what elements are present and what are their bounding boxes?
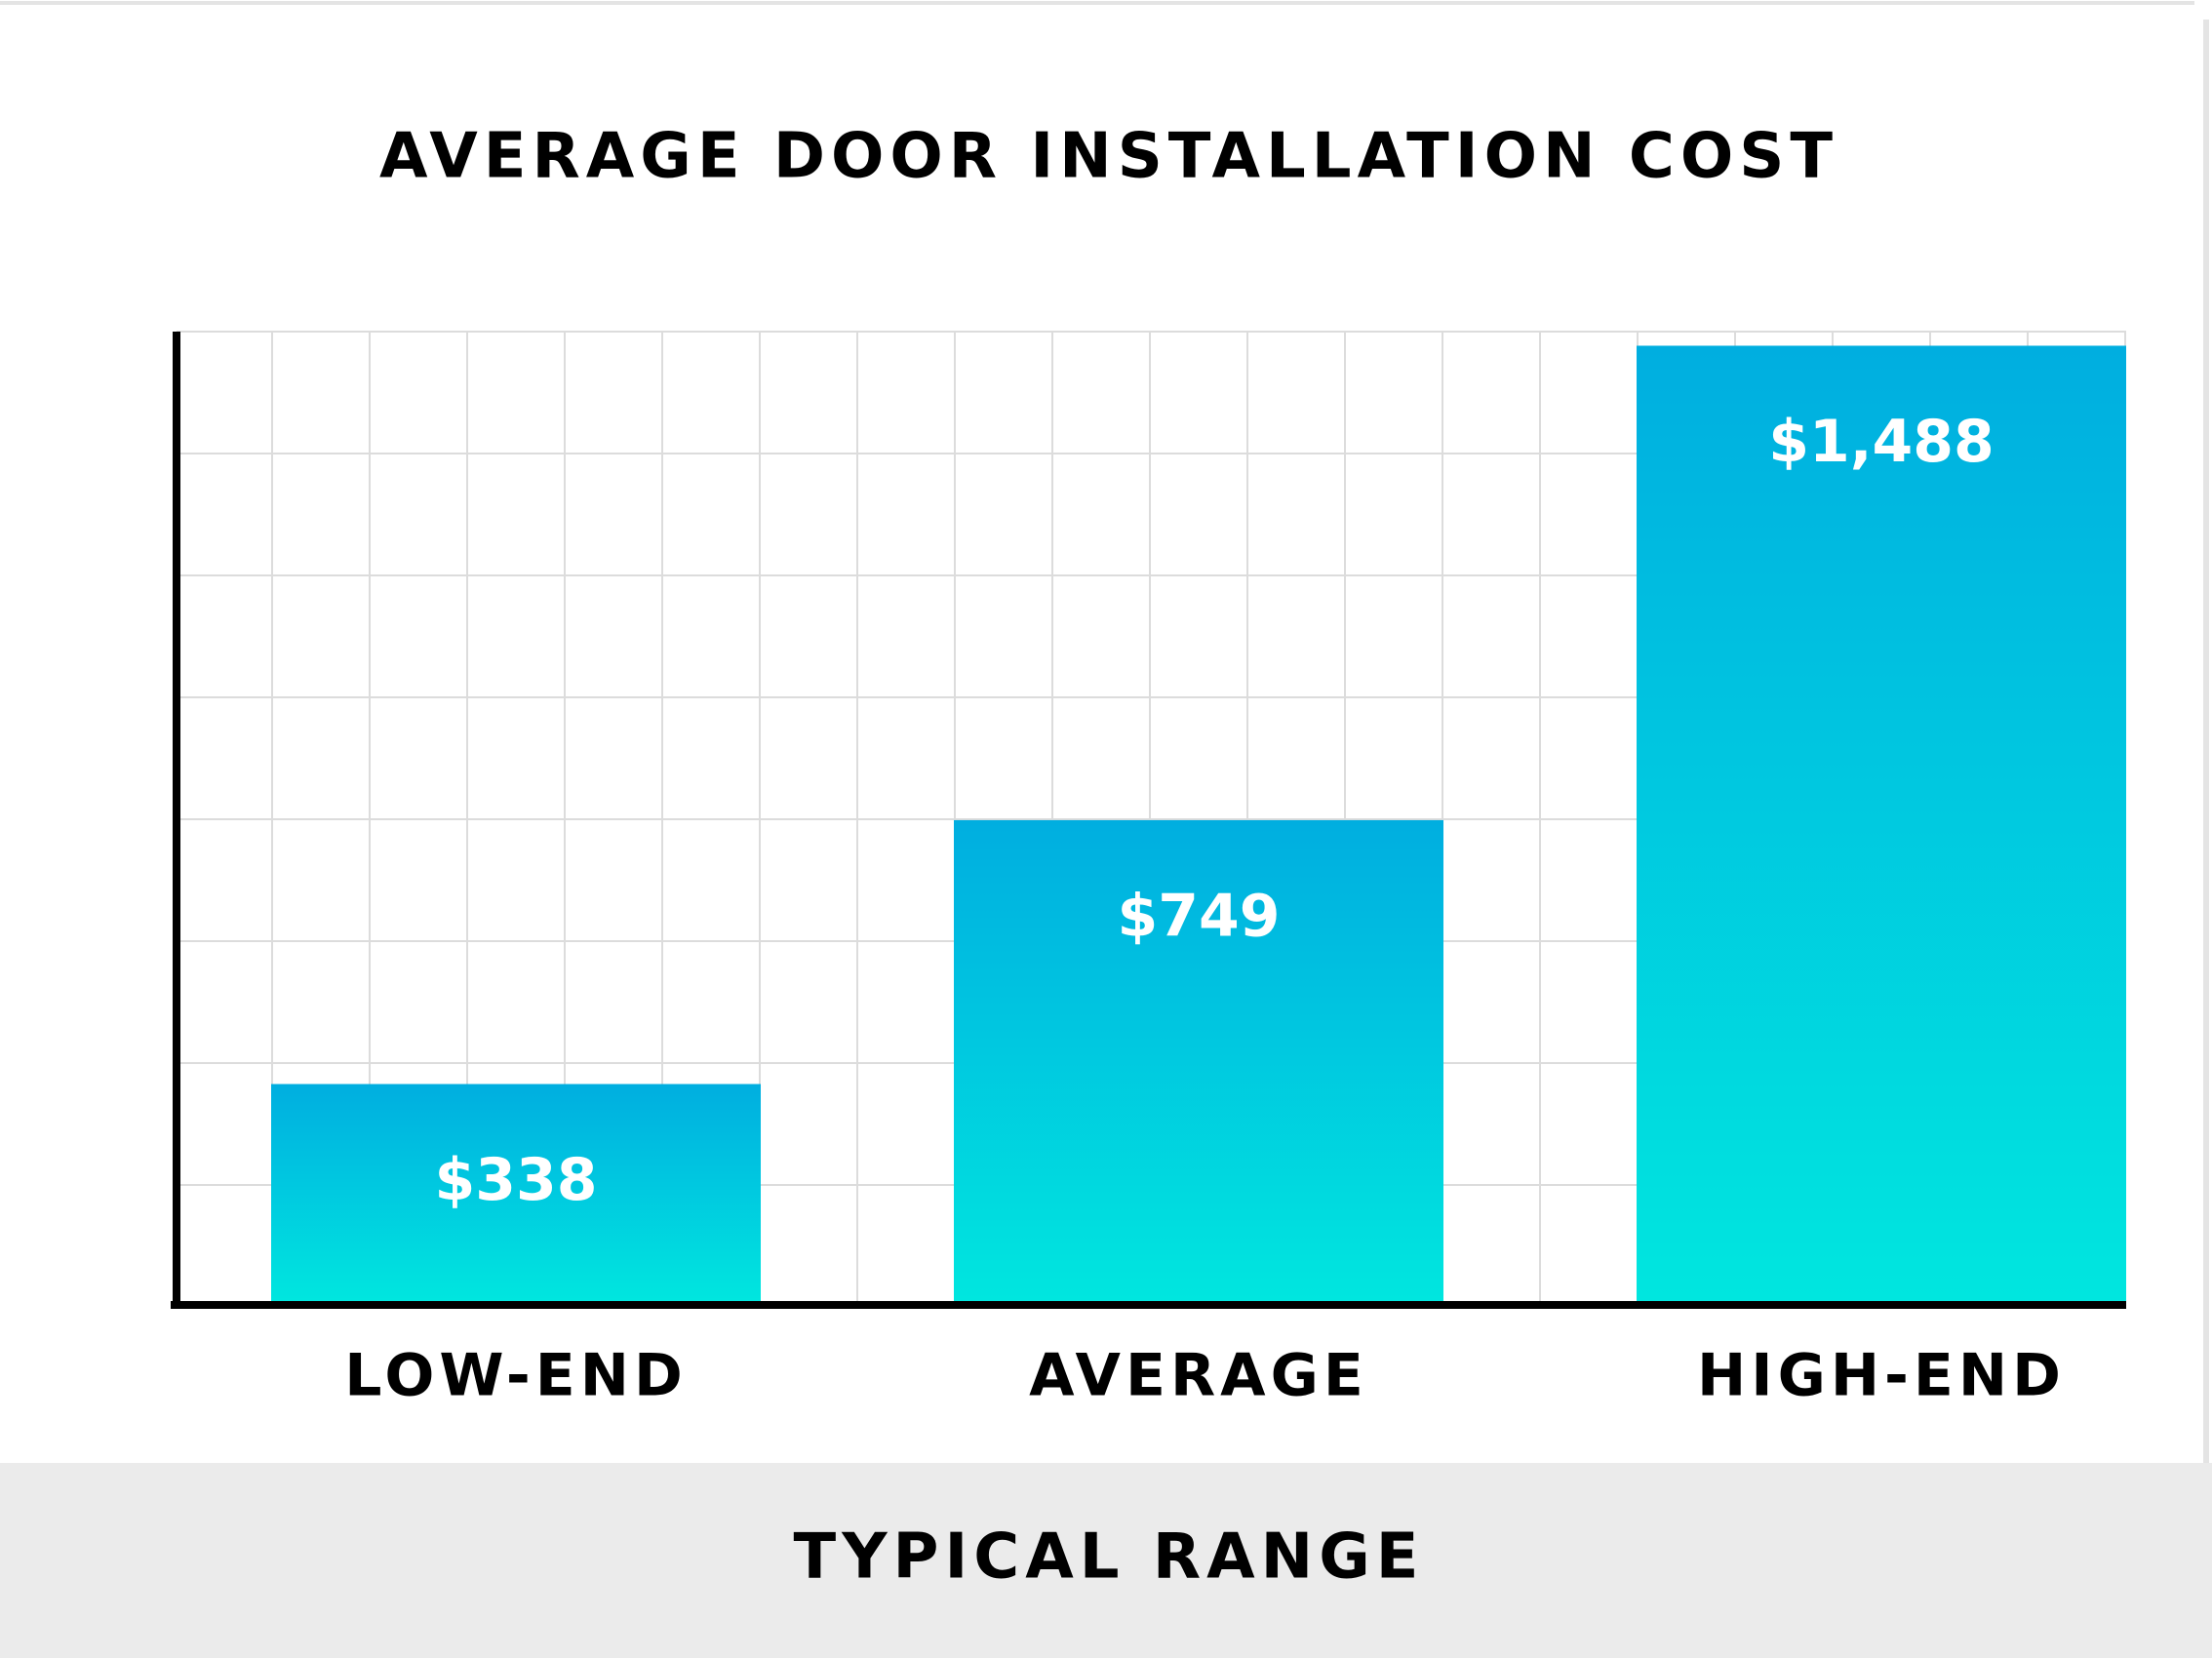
- x-tick-label: AVERAGE: [1029, 1342, 1368, 1410]
- x-tick-label: LOW-END: [344, 1342, 688, 1410]
- footer-band: [0, 1463, 2212, 1658]
- x-tick-label: HIGH-END: [1697, 1342, 2066, 1410]
- bar: [954, 819, 1443, 1301]
- chart-title: AVERAGE DOOR INSTALLATION COST: [379, 121, 1838, 193]
- bars: $338 LOW-END $749 AVERAGE $1,488 HIGH-END: [271, 345, 2126, 1410]
- value-label: $749: [1118, 883, 1281, 951]
- bar: [271, 1084, 761, 1301]
- bar: [1637, 345, 2126, 1301]
- value-label: $338: [435, 1146, 598, 1214]
- value-label: $1,488: [1768, 408, 1995, 476]
- x-axis-label: TYPICAL RANGE: [794, 1521, 1425, 1594]
